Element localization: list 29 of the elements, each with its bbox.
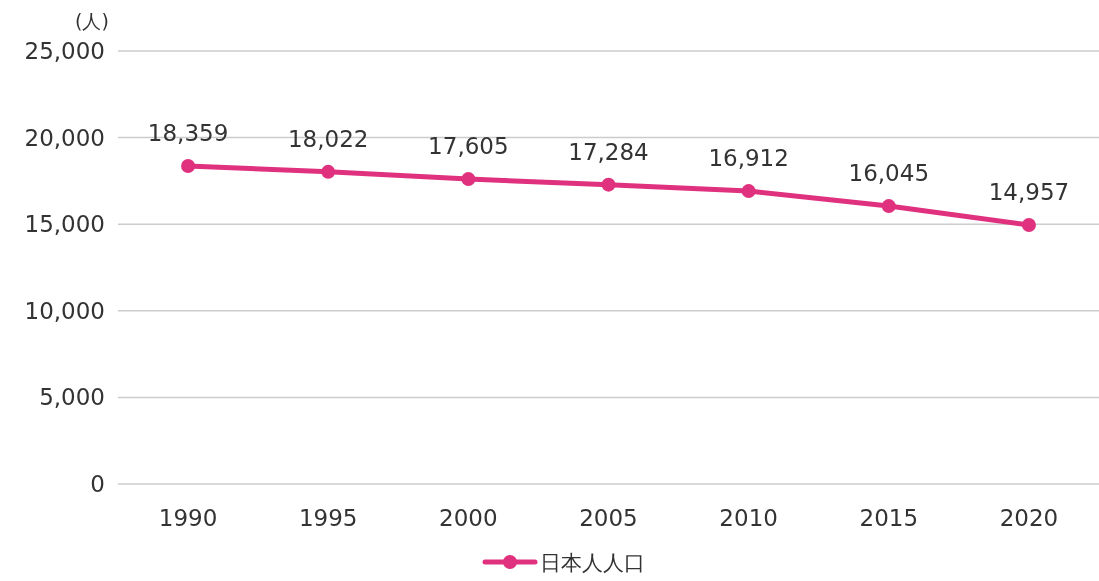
data-label: 14,957 [988, 178, 1070, 205]
legend-label: 日本人人口 [540, 551, 645, 575]
point [741, 184, 756, 199]
y-tick-label: 10,000 [24, 297, 105, 324]
x-tick-label: 1990 [158, 505, 218, 531]
x-tick-label: 2010 [719, 505, 778, 531]
data-label: 18,022 [287, 125, 369, 152]
point [461, 172, 476, 187]
x-tick-label: 2000 [439, 505, 498, 531]
x-tick-label: 1995 [298, 505, 358, 531]
point [181, 159, 196, 174]
x-tick-label: 2020 [999, 505, 1059, 531]
y-tick-label: 20,000 [24, 124, 105, 151]
point [881, 199, 896, 214]
data-label: 17,605 [428, 133, 509, 160]
y-tick-label: 15,000 [24, 211, 105, 238]
data-label: 16,045 [848, 160, 930, 187]
data-label: 18,359 [147, 120, 229, 147]
y-tick-label: 0 [90, 471, 105, 497]
point [601, 177, 616, 192]
y-tick-label: 5,000 [39, 384, 105, 411]
x-tick-label: 2015 [859, 505, 919, 531]
data-label: 17,284 [568, 138, 649, 165]
y-axis-title: (人) [75, 10, 109, 32]
x-tick-label: 2005 [579, 505, 638, 531]
data-label: 16,912 [708, 145, 789, 172]
point [1021, 217, 1036, 232]
point [321, 164, 336, 179]
y-tick-label: 25,000 [24, 38, 105, 64]
